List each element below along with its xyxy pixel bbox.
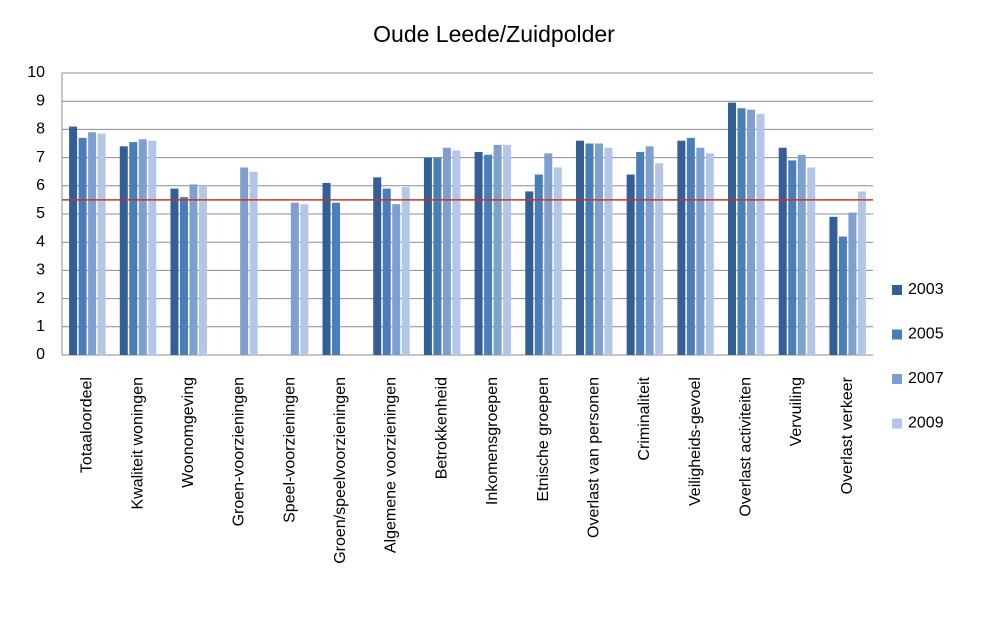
x-tick-label: Overlast activiteiten xyxy=(738,377,755,517)
bar xyxy=(382,188,391,355)
bar xyxy=(433,157,442,355)
x-tick-label: Algemene voorzieningen xyxy=(383,377,400,553)
legend-label: 2007 xyxy=(908,370,944,387)
y-tick-label: 3 xyxy=(36,262,45,279)
x-tick-label: Betrokkenheid xyxy=(433,377,450,479)
x-tick-label: Groen-voorzieningen xyxy=(231,377,248,526)
bar xyxy=(249,171,258,355)
bar xyxy=(696,147,705,355)
y-tick-label: 7 xyxy=(36,149,45,166)
bar xyxy=(503,144,512,355)
x-tick-label: Overlast van personen xyxy=(585,377,602,538)
bar xyxy=(544,153,553,355)
x-tick-label: Groen/speelvoorzieningen xyxy=(332,377,349,564)
legend-label: 2009 xyxy=(908,415,944,432)
y-tick-label: 10 xyxy=(27,64,45,81)
bar xyxy=(392,204,401,355)
bar xyxy=(677,140,686,355)
bar xyxy=(705,153,714,355)
bar xyxy=(857,191,866,355)
bar xyxy=(604,147,613,355)
bar xyxy=(525,191,534,355)
bar xyxy=(636,151,645,355)
bar xyxy=(728,102,737,355)
y-tick-label: 1 xyxy=(36,318,45,335)
bar xyxy=(474,151,483,355)
bar xyxy=(493,144,502,355)
y-tick-label: 2 xyxy=(36,290,45,307)
bar xyxy=(170,188,179,355)
bar xyxy=(686,137,695,355)
bar xyxy=(322,182,331,355)
bar xyxy=(148,140,157,355)
y-tick-label: 8 xyxy=(36,121,45,138)
bar xyxy=(848,212,857,355)
bar xyxy=(452,150,461,355)
bar xyxy=(97,133,106,355)
bar xyxy=(737,108,746,355)
bar xyxy=(78,137,87,355)
bar xyxy=(138,139,147,355)
bar xyxy=(88,132,97,355)
x-tick-label: Etnische groepen xyxy=(535,377,552,502)
bar xyxy=(585,143,594,355)
bar xyxy=(300,204,309,355)
x-tick-label: Speel-voorzieningen xyxy=(281,377,298,523)
bar xyxy=(119,146,128,355)
bar xyxy=(778,147,787,355)
y-tick-label: 9 xyxy=(36,92,45,109)
x-tick-label: Criminaliteit xyxy=(636,376,653,460)
bar xyxy=(442,147,451,355)
x-tick-label: Vervuiling xyxy=(788,377,805,446)
y-tick-label: 4 xyxy=(36,233,45,250)
x-tick-label: Woonomgeving xyxy=(180,377,197,488)
legend-swatch xyxy=(892,285,902,295)
legend-label: 2003 xyxy=(908,281,944,298)
bar xyxy=(829,216,838,355)
bar xyxy=(198,185,207,355)
bar xyxy=(423,157,432,355)
legend-swatch xyxy=(892,329,902,340)
bar xyxy=(807,167,816,355)
x-tick-label: Veiligheids-gevoel xyxy=(687,377,704,506)
bar xyxy=(655,163,664,355)
y-tick-label: 5 xyxy=(36,205,45,222)
y-tick-label: 6 xyxy=(36,177,45,194)
bar xyxy=(797,154,806,355)
x-tick-label: Inkomensgroepen xyxy=(484,377,501,505)
bar xyxy=(69,126,78,355)
bar xyxy=(332,202,341,355)
x-tick-label: Overlast verkeer xyxy=(839,376,856,494)
bar xyxy=(788,160,797,355)
bar xyxy=(534,174,543,355)
bar xyxy=(189,184,198,355)
legend-swatch xyxy=(892,418,902,429)
bar xyxy=(373,177,382,355)
legend-swatch xyxy=(892,374,902,384)
bar xyxy=(129,142,138,355)
bar xyxy=(484,154,493,355)
bar xyxy=(240,167,249,355)
legend-label: 2005 xyxy=(908,326,944,343)
bar xyxy=(626,174,635,355)
x-tick-label: Totaaloordeel xyxy=(79,377,96,473)
bar xyxy=(594,143,603,355)
bar xyxy=(290,202,299,355)
bar xyxy=(553,167,562,355)
y-tick-label: 0 xyxy=(36,346,45,363)
bar xyxy=(645,146,654,355)
bar xyxy=(575,140,584,355)
x-tick-label: Kwaliteit woningen xyxy=(129,377,146,510)
bar xyxy=(838,236,847,355)
bar xyxy=(179,197,188,355)
chart-title: Oude Leede/Zuidpolder xyxy=(373,21,615,47)
bar xyxy=(756,113,765,355)
bar xyxy=(747,109,756,355)
bar xyxy=(401,187,410,355)
